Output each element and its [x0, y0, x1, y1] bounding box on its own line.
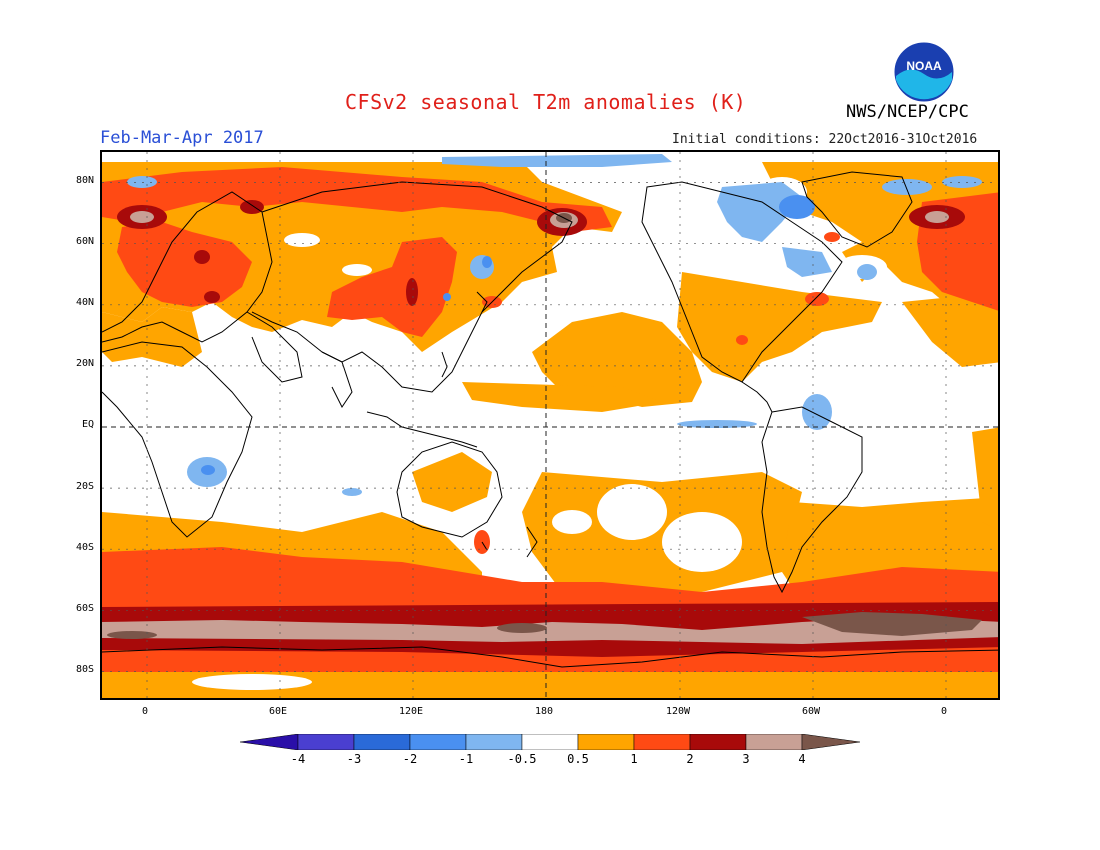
colorbar-swatch-neg1: [409, 734, 467, 750]
forecast-period: Feb-Mar-Apr 2017: [100, 128, 264, 148]
colorbar-label-3: 3: [742, 752, 750, 766]
lat-label-40n: 40N: [75, 297, 94, 308]
anomaly-map-canvas: [102, 152, 998, 698]
lon-label-120e: 120E: [398, 706, 424, 717]
lat-label-20n: 20N: [75, 358, 94, 369]
map-title: CFSv2 seasonal T2m anomalies (K): [345, 90, 747, 114]
colorbar-label-neg2: -2: [402, 752, 418, 766]
colorbar-label-0p5: 0.5: [567, 752, 589, 766]
colorbar-label-1: 1: [630, 752, 638, 766]
anomaly-band-neg1-neg0p5: [127, 154, 982, 496]
colorbar-label-4: 4: [798, 752, 806, 766]
lat-label-60s: 60S: [75, 603, 94, 614]
colorbar-swatch-0p5: [577, 734, 635, 750]
colorbar-swatch-2: [689, 734, 747, 750]
anomaly-band-neg2-neg1: [201, 195, 815, 475]
colorbar-swatch-neg2: [353, 734, 411, 750]
colorbar-swatch-1: [633, 734, 691, 750]
colorbar-label-neg1: -1: [458, 752, 474, 766]
lon-label-60e: 60E: [268, 706, 288, 717]
colorbar-swatch-neutral: [521, 734, 579, 750]
equator-dateline: [102, 152, 998, 698]
lat-label-80n: 80N: [75, 175, 94, 186]
lon-label-60w: 60W: [801, 706, 821, 717]
colorbar-label-2: 2: [686, 752, 694, 766]
lat-label-eq: EQ: [81, 419, 94, 430]
lon-label-0-left: 0: [141, 706, 149, 717]
lon-label-120w: 120W: [665, 706, 691, 717]
graticule: [102, 152, 998, 698]
lat-label-60n: 60N: [75, 236, 94, 247]
colorbar-swatch-3: [745, 734, 803, 750]
anomaly-band-above-4: [107, 213, 982, 639]
colorbar-upper-arrow: [801, 734, 861, 750]
colorbar-label-neg4: -4: [290, 752, 306, 766]
logo-text: NOAA: [906, 59, 942, 73]
colorbar-swatch-neg3: [297, 734, 355, 750]
colorbar-lower-arrow: [240, 734, 299, 750]
agency-label: NWS/NCEP/CPC: [846, 102, 969, 122]
lat-label-20s: 20S: [75, 481, 94, 492]
lat-label-80s: 80S: [75, 664, 94, 675]
colorbar-swatch-neg0p5: [465, 734, 523, 750]
coastlines: [102, 171, 998, 668]
initial-conditions: Initial conditions: 22Oct2016-31Oct2016: [672, 132, 978, 147]
colorbar: [240, 734, 861, 750]
colorbar-label-neg3: -3: [346, 752, 362, 766]
lon-label-180: 180: [534, 706, 554, 717]
anomaly-band-3-4: [102, 211, 998, 644]
noaa-logo: NOAA: [893, 41, 955, 103]
anomaly-map: [100, 150, 1000, 700]
lat-label-40s: 40S: [75, 542, 94, 553]
lon-label-0-right: 0: [940, 706, 948, 717]
colorbar-label-neg0p5: -0.5: [507, 752, 537, 766]
